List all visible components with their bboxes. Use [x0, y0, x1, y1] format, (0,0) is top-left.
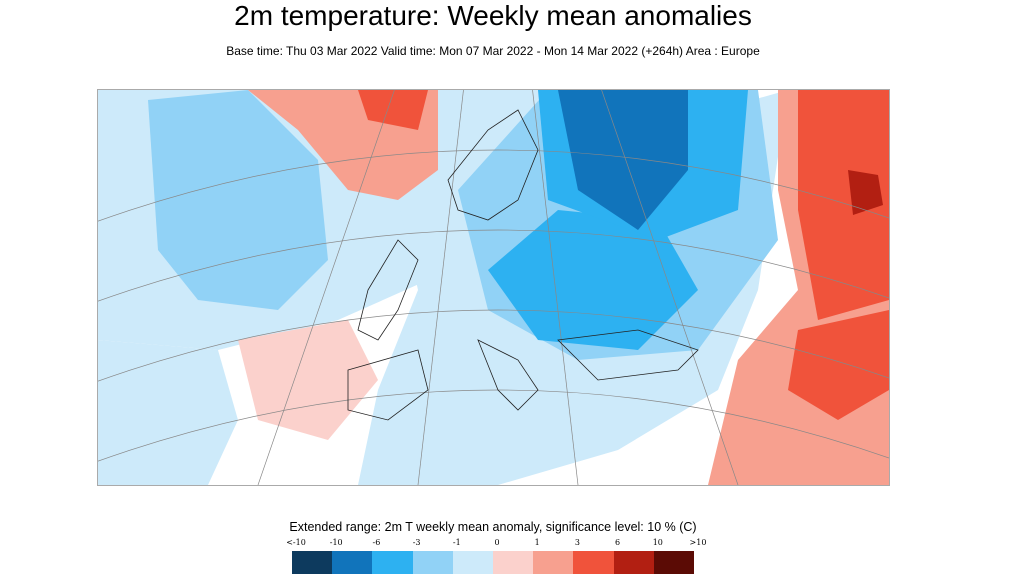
anomaly-region-east-hot	[798, 90, 889, 320]
legend-color-swatch	[332, 551, 373, 574]
legend-tick: -3	[412, 538, 421, 547]
anomaly-region-southwest-cool	[98, 340, 238, 485]
coastlines	[347, 109, 699, 421]
legend-tick: -1	[452, 538, 461, 547]
legend-tick: 10	[652, 538, 663, 547]
anomaly-region-iberia-warm	[238, 320, 378, 440]
legend-tick: 0	[494, 538, 500, 547]
legend-tick: <-10	[286, 538, 306, 547]
legend-ticks: <-10 -10 -6 -3 -1 0 1 3 6 10 >10	[280, 538, 710, 548]
temperature-anomaly-map	[97, 89, 890, 486]
legend-tick: 6	[615, 538, 621, 547]
legend-color-swatch	[493, 551, 534, 574]
map-subtitle: Base time: Thu 03 Mar 2022 Valid time: M…	[226, 44, 760, 58]
legend-color-swatch	[613, 551, 654, 574]
legend-color-swatch	[533, 551, 574, 574]
legend-tick: -10	[329, 538, 343, 547]
anomaly-region-urals-extreme	[848, 170, 883, 215]
anomaly-region-greenland-hot	[358, 90, 428, 130]
legend-tick: 3	[574, 538, 580, 547]
legend-color-swatch	[292, 551, 333, 574]
legend-color-swatch	[653, 551, 695, 574]
anomaly-region-southeast-hot	[788, 310, 889, 420]
legend-colorbar	[292, 551, 695, 574]
legend-color-swatch	[573, 551, 614, 574]
legend-title: Extended range: 2m T weekly mean anomaly…	[289, 520, 697, 534]
anomaly-region-central-europe	[488, 210, 698, 350]
map-title: 2m temperature: Weekly mean anomalies	[234, 0, 752, 31]
anomaly-region-russia-core	[558, 90, 688, 230]
legend-tick: -6	[372, 538, 381, 547]
legend-tick: 1	[534, 538, 540, 547]
anomaly-region-light-atlantic	[148, 90, 328, 310]
legend-color-swatch	[412, 551, 453, 574]
legend-color-swatch	[372, 551, 413, 574]
legend-color-swatch	[452, 551, 494, 574]
legend-tick: >10	[689, 538, 707, 547]
